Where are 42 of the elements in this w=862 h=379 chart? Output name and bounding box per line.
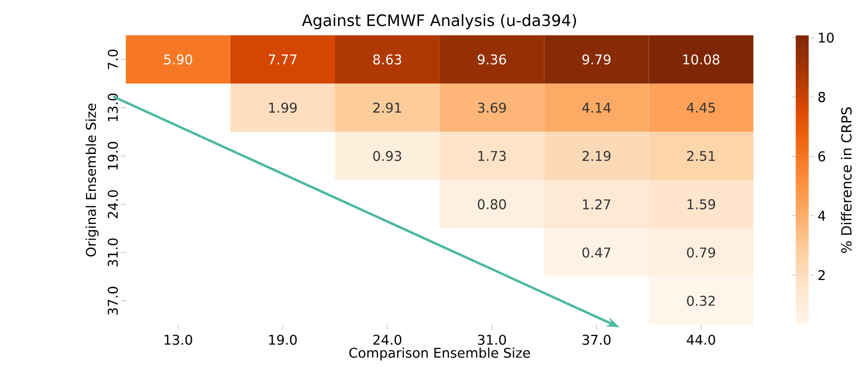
y-tick-label: 19.0 <box>108 142 118 170</box>
x-tick-label: 13.0 <box>164 334 192 345</box>
data-label: 9.36 <box>478 54 506 65</box>
data-label: 4.45 <box>686 102 715 113</box>
y-tick-label: 13.0 <box>108 94 118 122</box>
x-tick-label: 24.0 <box>373 334 402 345</box>
chart-title: Against ECMWF Analysis (u-da394) <box>302 14 576 30</box>
y-tick-label: 31.0 <box>108 238 118 267</box>
data-label: 2.91 <box>373 102 401 113</box>
color-bar-label: 10 <box>818 32 834 43</box>
color-bar-label: 8 <box>818 92 826 102</box>
data-label: 4.14 <box>582 102 611 113</box>
y-axis-title: Original Ensemble Size <box>86 104 99 257</box>
data-label: 10.08 <box>683 54 720 65</box>
color-bar-label: 6 <box>818 151 826 162</box>
data-label: 5.90 <box>164 54 192 65</box>
data-label: 8.63 <box>373 54 402 65</box>
data-label: 3.69 <box>478 102 506 113</box>
color-bar-label: 2 <box>818 270 825 280</box>
y-tick-label: 37.0 <box>108 286 118 315</box>
data-label: 9.79 <box>582 54 610 65</box>
y-tick-label: 24.0 <box>108 190 118 218</box>
color-bar-label: 4 <box>818 210 826 221</box>
x-tick-label: 31.0 <box>478 334 506 345</box>
data-label: 0.47 <box>582 248 610 258</box>
y-tick-label: 7.0 <box>108 50 118 70</box>
data-label: 1.99 <box>269 102 297 113</box>
data-label: 2.51 <box>687 151 715 162</box>
data-label: 0.32 <box>687 296 715 306</box>
data-label: 2.19 <box>582 151 610 162</box>
x-tick-label: 37.0 <box>582 334 611 345</box>
x-tick-label: 19.0 <box>269 334 297 345</box>
data-label: 0.79 <box>687 248 716 258</box>
data-label: 7.77 <box>268 54 296 64</box>
color-bar-title: % Difference in CRPS <box>840 107 852 253</box>
x-axis-title: Comparison Ensemble Size <box>349 348 530 361</box>
x-tick-label: 44.0 <box>686 334 716 345</box>
data-label: 0.80 <box>478 199 506 210</box>
data-label: 1.27 <box>583 199 610 210</box>
data-label: 1.73 <box>478 151 506 162</box>
data-label: 0.93 <box>373 151 402 162</box>
data-label: 1.59 <box>688 199 716 210</box>
